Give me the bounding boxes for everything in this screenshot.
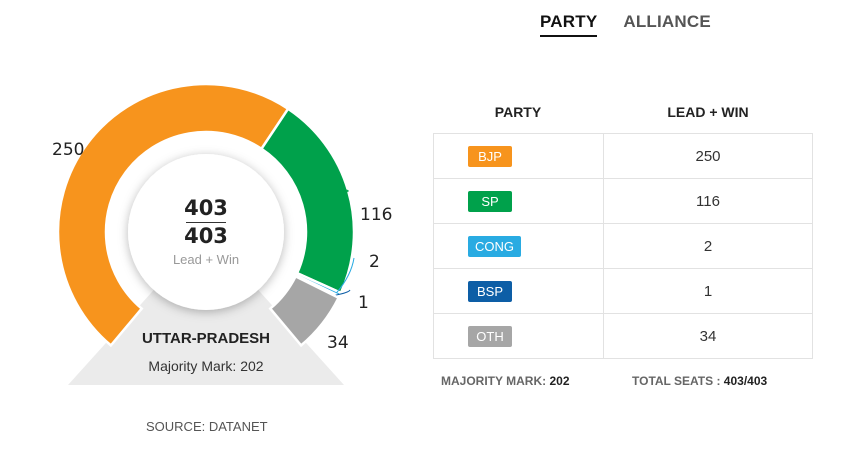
seat-gauge-chart bbox=[56, 82, 356, 385]
party-badge-oth: OTH bbox=[468, 325, 512, 347]
gauge-label-oth: 34 bbox=[327, 333, 349, 353]
seat-value-oth: 34 bbox=[603, 313, 813, 359]
gauge-center: 403 403 Lead + Win bbox=[156, 196, 256, 267]
gauge-segment-oth bbox=[268, 274, 341, 348]
table-row: BSP 1 bbox=[433, 268, 813, 314]
table-row: BJP 250 bbox=[433, 133, 813, 179]
seat-value-bsp: 1 bbox=[603, 268, 813, 314]
gauge-segment-bjp bbox=[56, 82, 290, 348]
state-name: UTTAR-PRADESH bbox=[141, 330, 271, 347]
table-header: PARTY LEAD + WIN bbox=[433, 104, 813, 120]
gauge-label-cong: 2 bbox=[369, 252, 380, 272]
declared-total: 403 bbox=[184, 224, 228, 248]
header-lead-win: LEAD + WIN bbox=[667, 104, 749, 120]
party-badge-sp: SP bbox=[468, 190, 512, 212]
table-row: CONG 2 bbox=[433, 223, 813, 269]
table-row: SP 116 bbox=[433, 178, 813, 224]
leader-line-oth bbox=[317, 317, 323, 322]
state-info: UTTAR-PRADESH Majority Mark: 202 bbox=[100, 330, 312, 374]
leads-total: 403 bbox=[184, 196, 228, 220]
gauge-label-bsp: 1 bbox=[358, 293, 369, 313]
footer-total-seats: TOTAL SEATS : 403/403 bbox=[632, 374, 768, 388]
seat-value-cong: 2 bbox=[603, 223, 813, 269]
gauge-center-circle bbox=[128, 154, 284, 310]
gauge-label-sp: 116 bbox=[360, 205, 393, 225]
majority-mark: Majority Mark: 202 bbox=[148, 358, 264, 374]
header-party: PARTY bbox=[494, 104, 542, 120]
party-badge-bsp: BSP bbox=[468, 280, 512, 302]
source-credit: SOURCE: DATANET bbox=[146, 419, 268, 434]
center-caption: Lead + Win bbox=[172, 252, 240, 267]
seat-value-sp: 116 bbox=[603, 178, 813, 224]
party-badge-bjp: BJP bbox=[468, 145, 512, 167]
center-divider bbox=[186, 222, 226, 223]
leader-line-bsp bbox=[335, 289, 351, 296]
leader-line-cong bbox=[336, 257, 355, 294]
table-row: OTH 34 bbox=[433, 313, 813, 359]
leader-line-sp bbox=[344, 189, 349, 193]
results-table: BJP 250 SP 116 CONG 2 BSP 1 OTH 34 bbox=[433, 133, 813, 359]
tab-alliance[interactable]: ALLIANCE bbox=[623, 12, 711, 31]
party-badge-cong: CONG bbox=[468, 235, 521, 257]
tab-party[interactable]: PARTY bbox=[540, 12, 598, 37]
view-tabs: PARTY ALLIANCE bbox=[540, 12, 711, 37]
gauge-label-bjp: 250 bbox=[52, 140, 85, 160]
seat-value-bjp: 250 bbox=[603, 133, 813, 179]
footer-majority: MAJORITY MARK: 202 bbox=[441, 374, 570, 388]
